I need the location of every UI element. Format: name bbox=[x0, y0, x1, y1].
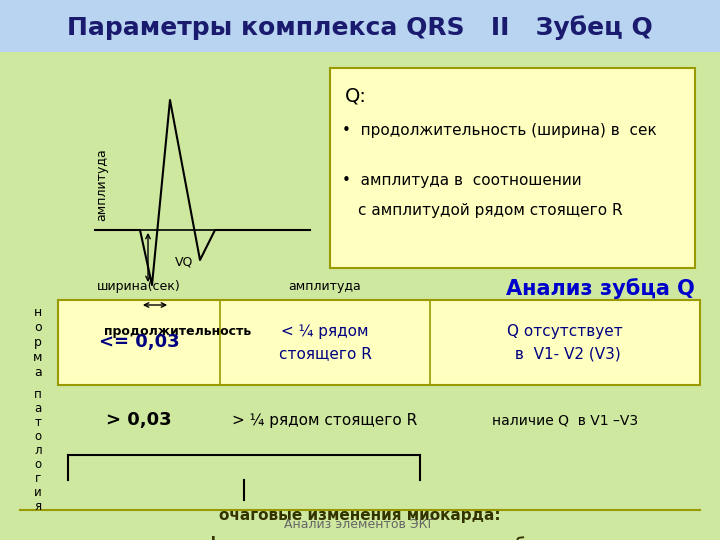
Text: < ¼ рядом
стоящего R: < ¼ рядом стоящего R bbox=[279, 324, 372, 361]
Text: •  амплитуда в  соотношении: • амплитуда в соотношении bbox=[342, 173, 582, 188]
Text: > 0,03: > 0,03 bbox=[106, 411, 172, 429]
Text: VQ: VQ bbox=[175, 255, 194, 268]
Text: с амплитудой рядом стоящего R: с амплитудой рядом стоящего R bbox=[358, 203, 623, 218]
Text: амплитуда: амплитуда bbox=[289, 280, 361, 293]
Text: - инфаркт миокарда; - аневризма; - рубец: - инфаркт миокарда; - аневризма; - рубец bbox=[173, 536, 547, 540]
Text: Параметры комплекса QRS   II   Зубец Q: Параметры комплекса QRS II Зубец Q bbox=[67, 16, 653, 40]
Text: Анализ элементов ЭКГ: Анализ элементов ЭКГ bbox=[284, 518, 436, 531]
Bar bbox=[330, 68, 695, 268]
Text: наличие Q  в V1 –V3: наличие Q в V1 –V3 bbox=[492, 413, 638, 427]
Text: > ¼ рядом стоящего R: > ¼ рядом стоящего R bbox=[233, 413, 418, 428]
Text: Анализ зубца Q: Анализ зубца Q bbox=[506, 278, 695, 299]
Text: Q:: Q: bbox=[345, 86, 367, 105]
Text: очаговые изменения миокарда:: очаговые изменения миокарда: bbox=[219, 508, 501, 523]
Text: продолжительность: продолжительность bbox=[104, 325, 251, 338]
Text: <= 0,03: <= 0,03 bbox=[99, 334, 179, 352]
Bar bbox=[0, 0, 720, 52]
Text: п
а
т
о
л
о
г
и
я: п а т о л о г и я bbox=[34, 388, 42, 512]
Text: •  продолжительность (ширина) в  сек: • продолжительность (ширина) в сек bbox=[342, 123, 657, 138]
Text: Q отсутствует
 в  V1- V2 (V3): Q отсутствует в V1- V2 (V3) bbox=[507, 324, 623, 361]
Bar bbox=[58, 300, 700, 385]
Text: амплитуда: амплитуда bbox=[96, 148, 109, 221]
Text: ширина(сек): ширина(сек) bbox=[97, 280, 181, 293]
Text: н
о
р
м
а: н о р м а bbox=[33, 306, 42, 379]
